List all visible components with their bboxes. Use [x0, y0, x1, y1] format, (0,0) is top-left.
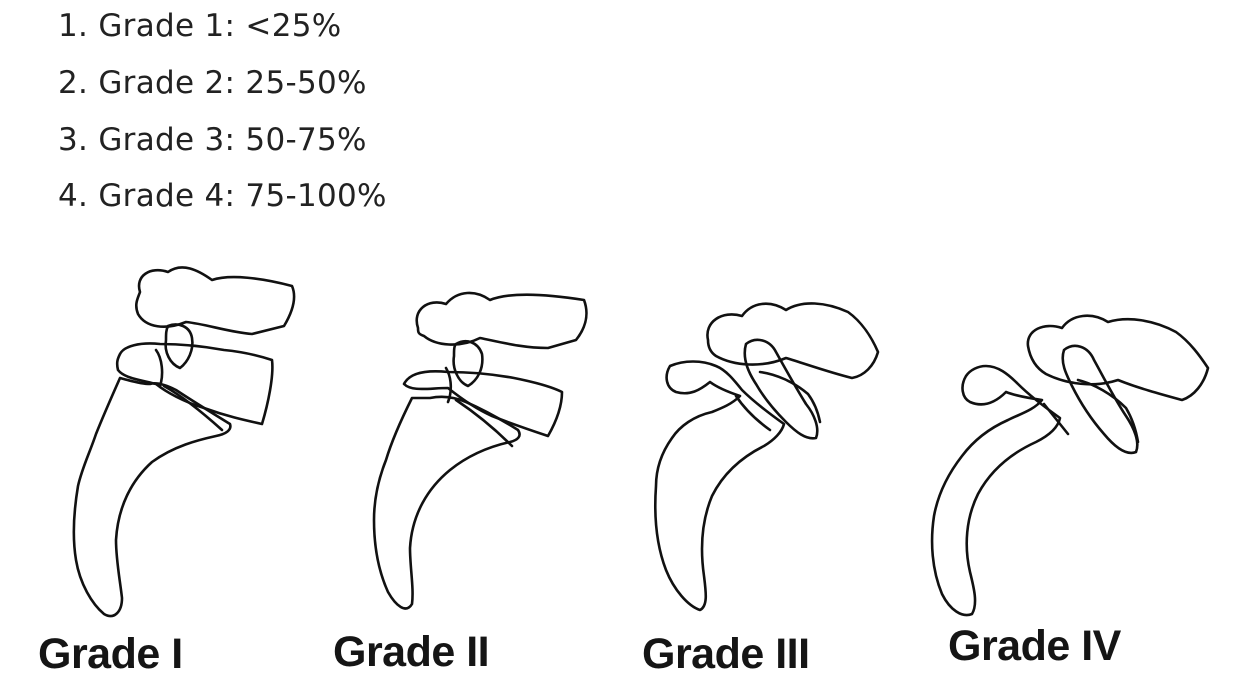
sacrum-inner-1 [162, 384, 224, 432]
caption-grade-1: Grade I [38, 630, 183, 678]
sacrum-inner-2 [454, 398, 514, 448]
caption-grade-4: Grade IV [948, 622, 1121, 670]
upper-vertebra-2 [415, 291, 588, 350]
spine-drawing-grade-4 [930, 314, 1210, 617]
list-item-grade-4: 4. Grade 4: 75-100% [58, 178, 387, 214]
vertebra-body-4 [1076, 378, 1140, 444]
sacrum-inner-4 [1042, 402, 1070, 436]
lower-vertebra-3 [743, 338, 819, 440]
sacrum-1 [72, 376, 232, 618]
facet-lower-2 [444, 366, 453, 404]
facet-1 [164, 323, 194, 370]
caption-grade-3: Grade III [642, 630, 810, 678]
upper-vertebra-4 [1026, 314, 1210, 402]
facet-2 [452, 340, 484, 388]
list-item-grade-3: 3. Grade 3: 50-75% [58, 122, 367, 158]
vertebra-body-3 [758, 370, 822, 424]
lower-vertebra-1 [115, 342, 274, 426]
list-item-grade-2: 2. Grade 2: 25-50% [58, 65, 367, 101]
caption-grade-2: Grade II [333, 628, 490, 676]
sacrum-4 [930, 364, 1062, 617]
list-item-grade-1: 1. Grade 1: <25% [58, 8, 342, 44]
upper-vertebra-3 [706, 302, 880, 380]
sacrum-2 [372, 395, 521, 610]
lower-vertebra-4 [1061, 344, 1139, 455]
facet-lower-1 [154, 348, 164, 388]
lower-vertebra-2 [402, 370, 564, 438]
spine-drawing-grade-3 [654, 302, 880, 612]
sacrum-3 [654, 360, 786, 612]
sacrum-inner-3 [734, 394, 772, 432]
spine-drawing-grade-1 [72, 266, 296, 618]
spine-drawing-grade-2 [372, 291, 588, 610]
upper-vertebra-1 [135, 266, 296, 336]
